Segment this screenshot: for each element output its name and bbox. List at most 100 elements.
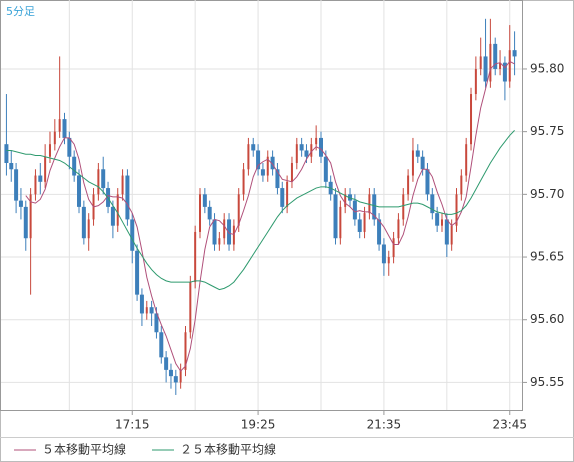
y-tick-label: 95.65 xyxy=(530,250,564,264)
candle-body xyxy=(207,206,212,220)
candle-body xyxy=(348,194,353,201)
candle-body xyxy=(247,144,250,170)
candle-body xyxy=(270,156,275,170)
candle-body xyxy=(377,219,382,245)
candle-body xyxy=(381,244,386,264)
candle-body xyxy=(44,156,47,182)
candle-body xyxy=(251,144,256,151)
candle-body xyxy=(242,169,245,195)
candle-body xyxy=(474,68,477,95)
candle-body xyxy=(352,200,357,220)
candle-body xyxy=(286,181,289,207)
candle-body xyxy=(14,169,19,201)
candle-body xyxy=(460,175,463,195)
candle-body xyxy=(139,294,144,314)
candle-body xyxy=(397,219,400,239)
candle-body xyxy=(218,238,221,245)
candle-body xyxy=(508,50,511,82)
candle-body xyxy=(38,175,43,182)
candle-body xyxy=(72,156,77,176)
candle-body xyxy=(48,144,51,157)
candle-body xyxy=(323,156,328,182)
candle-body xyxy=(440,219,443,226)
candle-body xyxy=(411,150,414,176)
y-tick-label: 95.80 xyxy=(530,61,564,75)
candle-body xyxy=(125,175,130,220)
candle-body xyxy=(194,231,197,283)
candle-body xyxy=(4,144,9,163)
candle-body xyxy=(223,219,226,239)
candle-body xyxy=(392,238,395,258)
plot-frame xyxy=(0,0,523,411)
candle-body xyxy=(295,144,298,163)
candle-body xyxy=(97,169,100,195)
candle-body xyxy=(189,282,192,333)
candle-body xyxy=(430,194,435,214)
x-tick-label: 21:35 xyxy=(367,418,402,432)
candle-body xyxy=(425,169,430,195)
chart-title: 5分足 xyxy=(6,5,35,18)
x-tick-label: 17:15 xyxy=(115,418,150,432)
candle-body xyxy=(145,307,148,314)
candle-body xyxy=(260,169,265,176)
candle-body xyxy=(315,137,318,145)
candle-body xyxy=(363,213,366,232)
candles xyxy=(4,18,517,395)
candle-body xyxy=(420,156,425,170)
candle-body xyxy=(387,257,390,264)
y-tick-label: 95.55 xyxy=(530,375,564,389)
candle-body xyxy=(101,169,106,189)
candle-body xyxy=(407,175,410,195)
candle-body xyxy=(333,194,338,239)
candle-body xyxy=(310,144,313,157)
candle-body xyxy=(479,56,482,69)
candle-body xyxy=(290,162,293,182)
candle-body xyxy=(62,119,67,138)
candle-body xyxy=(212,219,217,245)
candle-body xyxy=(455,194,458,226)
y-tick-label: 95.75 xyxy=(530,124,564,138)
candle-body xyxy=(318,137,323,157)
candle-body xyxy=(67,137,72,157)
candle-body xyxy=(81,206,86,239)
candle-body xyxy=(499,62,502,69)
legend-label: ５本移動平均線 xyxy=(42,442,126,457)
candle-body xyxy=(275,169,280,189)
candle-body xyxy=(77,175,82,207)
candle-body xyxy=(512,50,517,57)
candle-body xyxy=(53,131,56,145)
candle-body xyxy=(502,62,507,82)
candle-body xyxy=(121,175,124,195)
candle-body xyxy=(164,357,169,370)
candle-body xyxy=(299,144,304,151)
candle-body xyxy=(493,43,498,69)
legend-label: ２５本移動平均線 xyxy=(180,442,276,457)
candle-body xyxy=(168,369,173,377)
candle-body xyxy=(23,206,28,239)
y-tick-label: 95.70 xyxy=(530,187,564,201)
candle-body xyxy=(304,150,309,157)
candle-body xyxy=(435,213,440,226)
candle-body xyxy=(489,43,492,82)
candle-body xyxy=(149,307,154,314)
candle-body xyxy=(344,194,347,207)
candle-body xyxy=(415,150,420,157)
candle-body xyxy=(483,56,488,82)
candle-body xyxy=(227,219,232,245)
candle-body xyxy=(402,194,405,220)
candle-body xyxy=(232,225,235,245)
candle-body xyxy=(116,194,119,226)
moving-average-line xyxy=(6,130,515,291)
candle-body xyxy=(130,219,135,251)
candle-body xyxy=(465,144,468,176)
candle-body xyxy=(58,119,61,132)
candle-body xyxy=(339,206,342,239)
candle-body xyxy=(154,313,159,333)
candle-body xyxy=(199,194,202,232)
candle-body xyxy=(202,194,207,207)
candle-body xyxy=(159,332,164,358)
candle-body xyxy=(237,194,240,226)
candle-body xyxy=(110,206,115,226)
